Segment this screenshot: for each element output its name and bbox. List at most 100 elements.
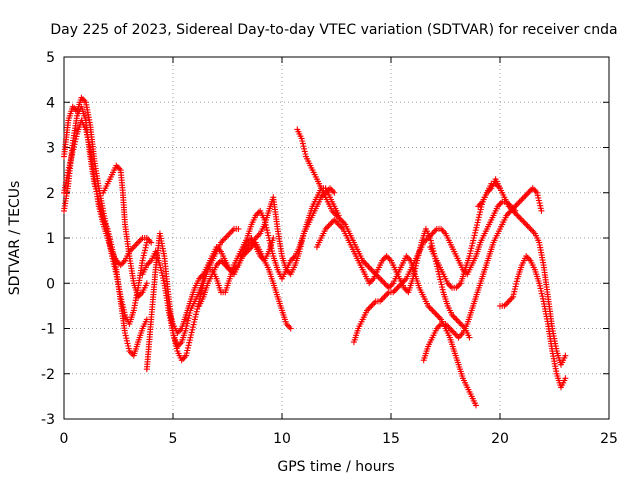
x-tick-label: 25 [600,431,618,447]
data-point [96,205,103,212]
data-point [157,264,164,271]
data-point [85,136,92,143]
data-point [536,282,543,289]
data-point [82,126,89,133]
data-point [513,280,520,287]
data-point [95,203,102,210]
data-point [411,268,418,274]
data-point [475,214,482,221]
series-arc-16 [497,253,569,391]
data-point [140,252,147,259]
data-point [72,136,79,143]
data-point [122,332,129,339]
x-tick-label: 15 [382,431,400,447]
data-point [122,330,128,336]
data-point [476,211,483,218]
y-tick-label: -3 [41,412,55,428]
data-point [467,247,474,254]
data-point [299,138,306,144]
data-point [538,290,545,297]
data-point [142,244,149,251]
data-point [562,375,569,382]
data-point [123,335,130,342]
y-tick-label: 0 [46,276,55,292]
data-point [120,304,127,311]
series-arc-10 [294,126,480,409]
data-point [111,263,118,270]
data-point [470,237,477,244]
y-tick-label: 2 [46,186,55,202]
data-point [125,345,132,352]
data-point [538,288,545,294]
data-point [438,281,445,288]
y-tick-label: 3 [46,141,55,157]
data-point [159,272,166,279]
x-ticks: 0 5 10 15 20 25 [60,57,618,447]
data-point [99,218,106,225]
data-point [112,266,119,272]
data-point [439,286,446,293]
data-point [71,143,77,150]
data-point [539,293,546,300]
data-point [67,156,74,163]
data-point [409,275,416,282]
data-point [193,308,200,315]
data-point [69,149,76,155]
data-point [265,232,272,239]
data-point [189,324,196,331]
data-point [262,219,269,226]
x-tick-label: 10 [273,431,291,447]
data-point [65,167,72,174]
series-arc-4 [100,162,150,300]
data-point [158,267,165,274]
data-point [411,270,417,277]
data-point [183,350,190,357]
data-point [466,334,473,341]
data-point [474,219,481,226]
data-point [118,296,125,303]
data-point [538,207,545,214]
y-tick-label: 5 [46,50,55,66]
series-arc-14 [427,180,503,291]
data-point [298,135,305,142]
data-point [474,222,480,229]
data-point [112,268,119,275]
data-point [184,344,191,351]
data-point [160,277,167,284]
data-point [66,162,73,168]
series-arc-13 [420,185,545,364]
data-point [262,222,269,229]
data-series [61,94,569,409]
data-point [537,285,544,292]
data-point [143,242,150,249]
data-point [139,257,146,264]
data-point [86,141,93,148]
data-point [97,208,104,215]
x-tick-label: 20 [491,431,509,447]
data-point [534,192,541,199]
data-point [184,320,191,327]
x-axis-label: GPS time / hours [277,459,394,475]
data-point [123,337,130,344]
chart-title: Day 225 of 2023, Sidereal Day-to-day VTE… [50,22,617,38]
data-point [473,402,480,409]
data-point [264,229,271,236]
data-point [299,140,306,147]
data-point [118,299,125,305]
data-point [185,315,192,322]
y-axis-label: SDTVAR / TECUs [7,181,23,296]
data-point [268,245,275,252]
data-point [192,313,199,320]
y-tick-label: -2 [41,367,55,383]
series-trace [296,129,477,406]
y-tick-label: -1 [41,322,55,338]
data-point [187,334,194,341]
data-point [184,347,191,354]
data-point [477,206,484,213]
data-point [466,253,473,260]
series-arc-12 [350,198,519,346]
data-point [71,141,78,148]
data-point [511,286,518,293]
data-point [141,249,148,256]
data-point [469,242,475,249]
